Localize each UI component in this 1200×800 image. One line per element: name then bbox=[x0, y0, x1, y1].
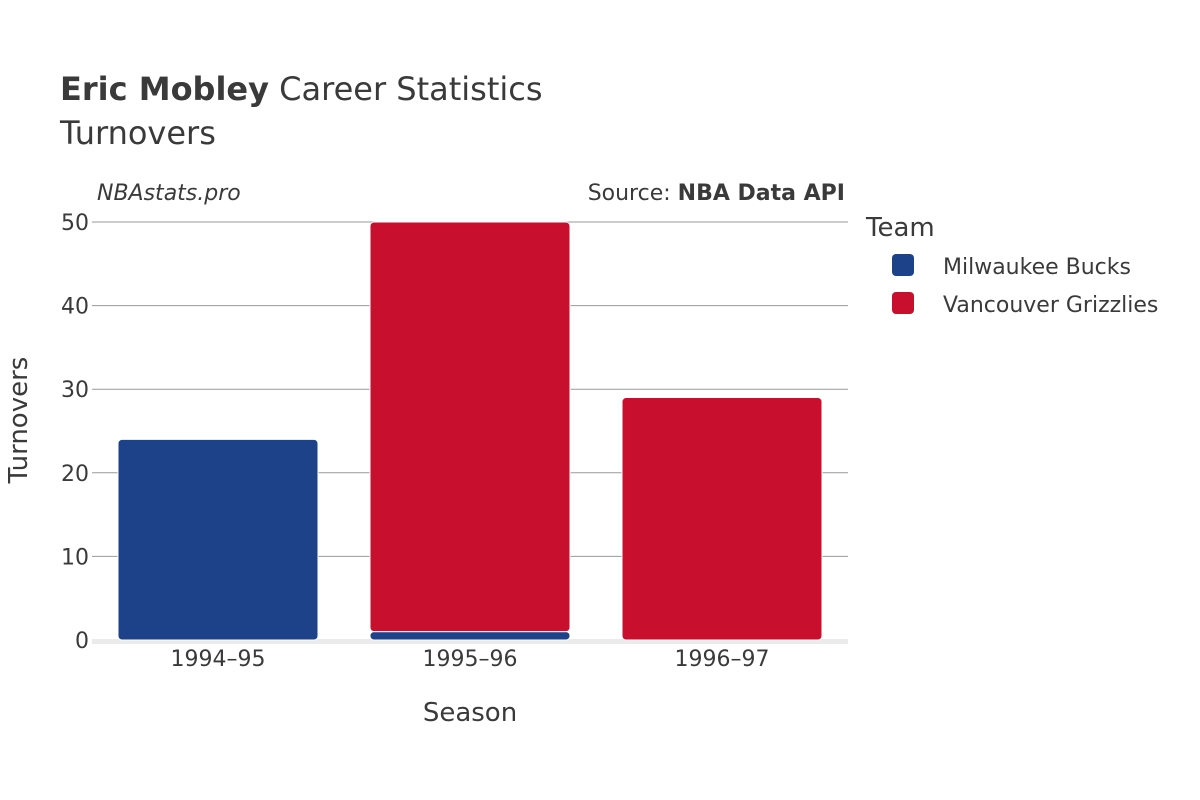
chart-title-player: Eric Mobley bbox=[60, 70, 269, 108]
x-tick-label: 1996–97 bbox=[675, 647, 770, 672]
chart-subtitle: Turnovers bbox=[59, 114, 216, 152]
x-tick-label: 1994–95 bbox=[171, 647, 266, 672]
x-tick-labels: 1994–95 1995–96 1996–97 bbox=[171, 647, 770, 672]
chart-title-suffix: Career Statistics bbox=[269, 70, 543, 108]
y-tick-labels: 0 10 20 30 40 50 bbox=[61, 211, 89, 654]
x-tick-label: 1995–96 bbox=[423, 647, 518, 672]
legend: Milwaukee Bucks Vancouver Grizzlies bbox=[892, 254, 1158, 318]
legend-swatch-milwaukee-bucks[interactable] bbox=[892, 254, 914, 276]
y-axis-title: Turnovers bbox=[4, 357, 34, 485]
baseline bbox=[92, 639, 848, 644]
y-tick-label: 10 bbox=[61, 545, 89, 570]
source-prefix: Source: bbox=[588, 181, 678, 206]
y-tick-label: 0 bbox=[75, 629, 89, 654]
bar-milwaukee-bucks-0[interactable] bbox=[117, 438, 319, 641]
source-label: Source: NBA Data API bbox=[588, 181, 845, 206]
bar-vancouver-grizzlies-1[interactable] bbox=[369, 221, 571, 633]
legend-label-milwaukee-bucks[interactable]: Milwaukee Bucks bbox=[943, 255, 1131, 280]
bars bbox=[117, 221, 823, 641]
source-name: NBA Data API bbox=[678, 181, 845, 206]
y-tick-label: 20 bbox=[61, 462, 89, 487]
x-axis-title: Season bbox=[423, 698, 517, 728]
bar-milwaukee-bucks-1[interactable] bbox=[369, 631, 571, 641]
watermark: NBAstats.pro bbox=[97, 181, 241, 206]
legend-title: Team bbox=[865, 213, 935, 243]
y-tick-label: 50 bbox=[61, 211, 89, 236]
legend-swatch-vancouver-grizzlies[interactable] bbox=[892, 292, 914, 314]
bar-vancouver-grizzlies-2[interactable] bbox=[621, 397, 823, 641]
chart-title: Eric Mobley Career Statistics bbox=[60, 70, 543, 108]
legend-label-vancouver-grizzlies[interactable]: Vancouver Grizzlies bbox=[943, 293, 1158, 318]
y-tick-label: 40 bbox=[61, 295, 89, 320]
y-tick-label: 30 bbox=[61, 378, 89, 403]
